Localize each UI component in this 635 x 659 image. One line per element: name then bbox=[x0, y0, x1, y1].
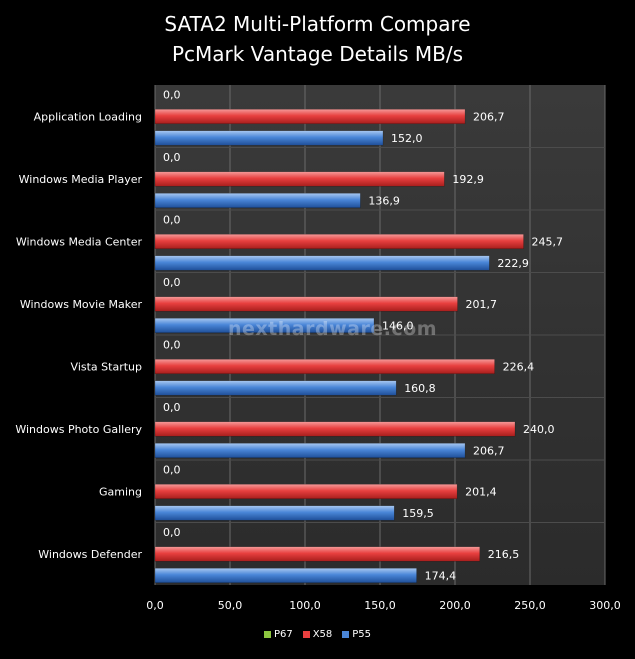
x-tick-label: 50,0 bbox=[218, 599, 243, 612]
bar-x58 bbox=[154, 234, 524, 249]
legend-swatch-p55 bbox=[342, 631, 350, 638]
x-tick-label: 150,0 bbox=[364, 599, 396, 612]
data-label-p67: 0,0 bbox=[163, 214, 181, 227]
bar-p55 bbox=[154, 568, 417, 583]
legend-label-p67: P67 bbox=[273, 629, 293, 640]
data-label-p67: 0,0 bbox=[163, 526, 181, 539]
x-tick-label: 0,0 bbox=[146, 599, 164, 612]
chart-title-line1: SATA2 Multi-Platform Compare bbox=[164, 12, 471, 36]
watermark: nexthardware.com bbox=[228, 318, 438, 340]
category-label: Vista Startup bbox=[71, 361, 142, 374]
data-label-x58: 201,7 bbox=[466, 298, 498, 311]
data-label-p55: 160,8 bbox=[404, 382, 436, 395]
bar-x58 bbox=[154, 109, 466, 124]
data-label-p55: 174,4 bbox=[425, 570, 457, 583]
data-label-p67: 0,0 bbox=[163, 339, 181, 352]
bar-x58 bbox=[154, 546, 480, 562]
bar-p55 bbox=[154, 505, 395, 521]
legend-label-x58: X58 bbox=[312, 629, 333, 640]
x-tick-label: 200,0 bbox=[439, 599, 471, 612]
x-tick-label: 300,0 bbox=[589, 599, 621, 612]
bar-p55 bbox=[154, 130, 384, 146]
bar-x58 bbox=[154, 421, 516, 437]
bar-p55 bbox=[154, 193, 361, 208]
category-label: Windows Media Center bbox=[16, 236, 143, 249]
data-label-p55: 136,9 bbox=[368, 195, 400, 208]
data-label-x58: 245,7 bbox=[532, 236, 564, 249]
data-label-p55: 152,0 bbox=[391, 132, 423, 145]
data-label-x58: 216,5 bbox=[488, 548, 520, 561]
bar-p55 bbox=[154, 255, 490, 271]
data-label-p55: 146,0 bbox=[382, 320, 414, 333]
legend-swatch-x58 bbox=[302, 631, 310, 638]
category-label: Windows Photo Gallery bbox=[15, 423, 142, 436]
chart-title-line2: PcMark Vantage Details MB/s bbox=[171, 42, 464, 66]
data-label-p67: 0,0 bbox=[163, 276, 181, 289]
category-label: Gaming bbox=[99, 486, 142, 499]
legend-item-p55: P55 bbox=[342, 629, 371, 640]
data-label-x58: 201,4 bbox=[465, 486, 497, 499]
category-label: Windows Defender bbox=[38, 548, 142, 561]
legend-swatch-p67 bbox=[263, 631, 271, 638]
x-tick-label: 100,0 bbox=[289, 599, 321, 612]
bar-x58 bbox=[154, 359, 495, 374]
legend: P67 X58 P55 bbox=[0, 629, 635, 640]
legend-label-p55: P55 bbox=[352, 629, 372, 640]
legend-item-x58: X58 bbox=[302, 629, 333, 640]
category-label: Application Loading bbox=[34, 111, 142, 124]
data-label-p55: 206,7 bbox=[473, 445, 505, 458]
data-label-x58: 240,0 bbox=[523, 423, 555, 436]
data-label-x58: 226,4 bbox=[503, 361, 534, 374]
data-label-p55: 222,9 bbox=[497, 257, 528, 270]
x-tick-label: 250,0 bbox=[514, 599, 546, 612]
data-label-x58: 206,7 bbox=[473, 111, 505, 124]
legend-item-p67: P67 bbox=[263, 629, 293, 640]
data-label-x58: 192,9 bbox=[452, 173, 484, 186]
bar-p55 bbox=[154, 443, 466, 458]
bar-x58 bbox=[154, 484, 458, 499]
category-label: Windows Movie Maker bbox=[20, 298, 143, 311]
data-label-p67: 0,0 bbox=[163, 464, 181, 477]
data-label-p55: 159,5 bbox=[402, 507, 434, 520]
category-label: Windows Media Player bbox=[19, 173, 143, 186]
data-label-p67: 0,0 bbox=[163, 89, 181, 102]
bar-x58 bbox=[154, 296, 458, 312]
bar-x58 bbox=[154, 171, 445, 187]
data-label-p67: 0,0 bbox=[163, 151, 181, 164]
data-label-p67: 0,0 bbox=[163, 401, 181, 414]
bar-p55 bbox=[154, 318, 375, 333]
bar-p55 bbox=[154, 380, 397, 396]
